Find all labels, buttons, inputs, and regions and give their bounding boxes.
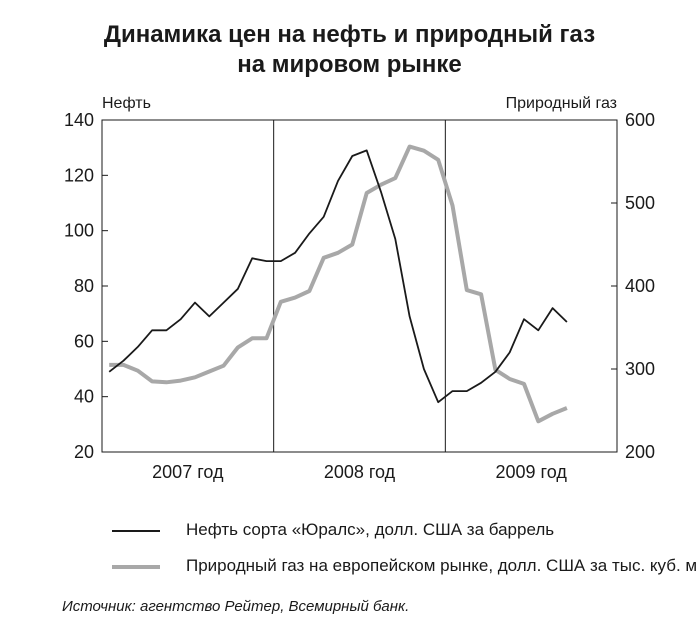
left-axis-label: Нефть: [102, 95, 151, 112]
chart-title-line1: Динамика цен на нефть и природный газ: [103, 21, 596, 48]
left-tick-label: 20: [74, 442, 94, 462]
x-category-label: 2007 год: [152, 462, 224, 482]
left-tick-label: 60: [74, 331, 94, 351]
left-tick-label: 140: [64, 110, 94, 130]
plot-frame: [101, 119, 618, 453]
right-tick-label: 300: [625, 359, 655, 379]
legend-oil-label: Нефть сорта «Юралс», долл. США за баррел…: [186, 520, 555, 539]
right-tick-label: 500: [625, 193, 655, 213]
left-tick-label: 100: [64, 221, 94, 241]
left-tick-label: 120: [64, 165, 94, 185]
right-tick-label: 400: [625, 276, 655, 296]
gas-series-line: [109, 144, 568, 424]
source-note: Источник: агентство Рейтер, Всемирный ба…: [62, 598, 410, 615]
right-tick-label: 200: [625, 442, 655, 462]
right-axis-label: Природный газ: [506, 95, 617, 112]
chart-title-line2: на мировом рынке: [237, 51, 462, 78]
oil-series-line: [108, 149, 568, 404]
left-tick-label: 40: [74, 387, 94, 407]
legend-gas-label: Природный газ на европейском рынке, долл…: [186, 556, 698, 575]
x-category-label: 2008 год: [324, 462, 396, 482]
x-category-label: 2009 год: [495, 462, 567, 482]
left-tick-label: 80: [74, 276, 94, 296]
right-tick-label: 600: [625, 110, 655, 130]
